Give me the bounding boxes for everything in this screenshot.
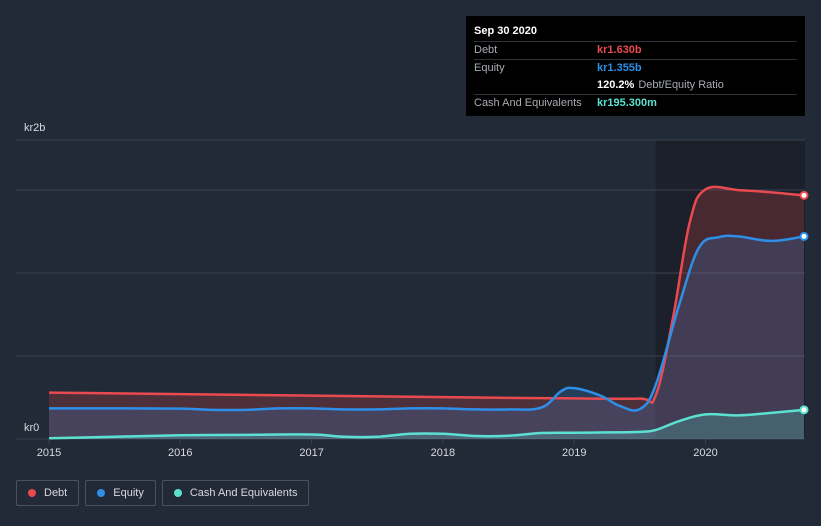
end-marker-cash (799, 405, 809, 415)
tooltip-cash-row: Cash And Equivalents kr195.300m (474, 94, 797, 112)
legend-item-cash[interactable]: Cash And Equivalents (161, 480, 310, 506)
legend-debt-label: Debt (44, 487, 68, 499)
tooltip-debt-row: Debt kr1.630b (474, 41, 797, 59)
end-marker-debt (799, 190, 809, 200)
y-axis-zero-label: kr0 (24, 422, 40, 434)
area-equity (49, 235, 804, 439)
chart-legend: Debt Equity Cash And Equivalents (16, 480, 310, 506)
tooltip-cash-value: kr195.300m (597, 97, 657, 109)
x-tick-label: 2015 (37, 447, 61, 459)
area-debt (49, 186, 804, 439)
legend-item-debt[interactable]: Debt (16, 480, 80, 506)
legend-item-equity[interactable]: Equity (85, 480, 156, 506)
legend-debt-dot-icon (28, 489, 36, 497)
x-axis-ticks: 2015 2016 2017 2018 2019 2020 (37, 439, 718, 459)
tooltip-date: Sep 30 2020 (474, 25, 537, 37)
x-tick-label: 2019 (562, 447, 586, 459)
legend-cash-label: Cash And Equivalents (189, 487, 298, 499)
legend-cash-dot-icon (173, 489, 182, 497)
series-lines (48, 185, 805, 440)
tooltip-debt-value: kr1.630b (597, 44, 642, 56)
gridlines (16, 139, 805, 440)
x-tick-label: 2017 (299, 447, 323, 459)
tooltip-debt-label: Debt (474, 44, 498, 56)
series-areas (49, 186, 804, 439)
tooltip-cash-label: Cash And Equivalents (474, 97, 582, 109)
legend-equity-label: Equity (113, 487, 144, 499)
x-tick-label: 2020 (693, 447, 717, 459)
tooltip-panel: Sep 30 2020 Debt kr1.630b Equity kr1.355… (466, 16, 805, 116)
line-debt (48, 185, 805, 404)
tooltip-ratio-row: 120.2% Debt/Equity Ratio (474, 77, 797, 94)
tooltip-ratio-label: Debt/Equity Ratio (638, 79, 724, 91)
area-cash (49, 409, 804, 439)
line-equity (48, 234, 805, 412)
series-end-markers (799, 190, 809, 415)
tooltip-equity-label: Equity (474, 62, 505, 74)
tooltip-equity-value: kr1.355b (597, 62, 642, 74)
end-marker-equity (799, 231, 809, 241)
x-tick-label: 2016 (168, 447, 192, 459)
legend-equity-dot-icon (97, 489, 106, 497)
line-cash (48, 408, 805, 440)
y-axis-top-label: kr2b (24, 122, 46, 134)
tooltip-ratio-value: 120.2% (597, 79, 635, 91)
x-tick-label: 2018 (431, 447, 455, 459)
tooltip-equity-row: Equity kr1.355b (474, 59, 797, 77)
